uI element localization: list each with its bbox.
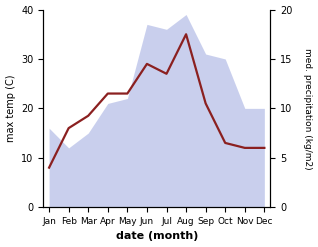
Y-axis label: max temp (C): max temp (C) bbox=[5, 75, 16, 142]
X-axis label: date (month): date (month) bbox=[115, 231, 198, 242]
Y-axis label: med. precipitation (kg/m2): med. precipitation (kg/m2) bbox=[303, 48, 313, 169]
